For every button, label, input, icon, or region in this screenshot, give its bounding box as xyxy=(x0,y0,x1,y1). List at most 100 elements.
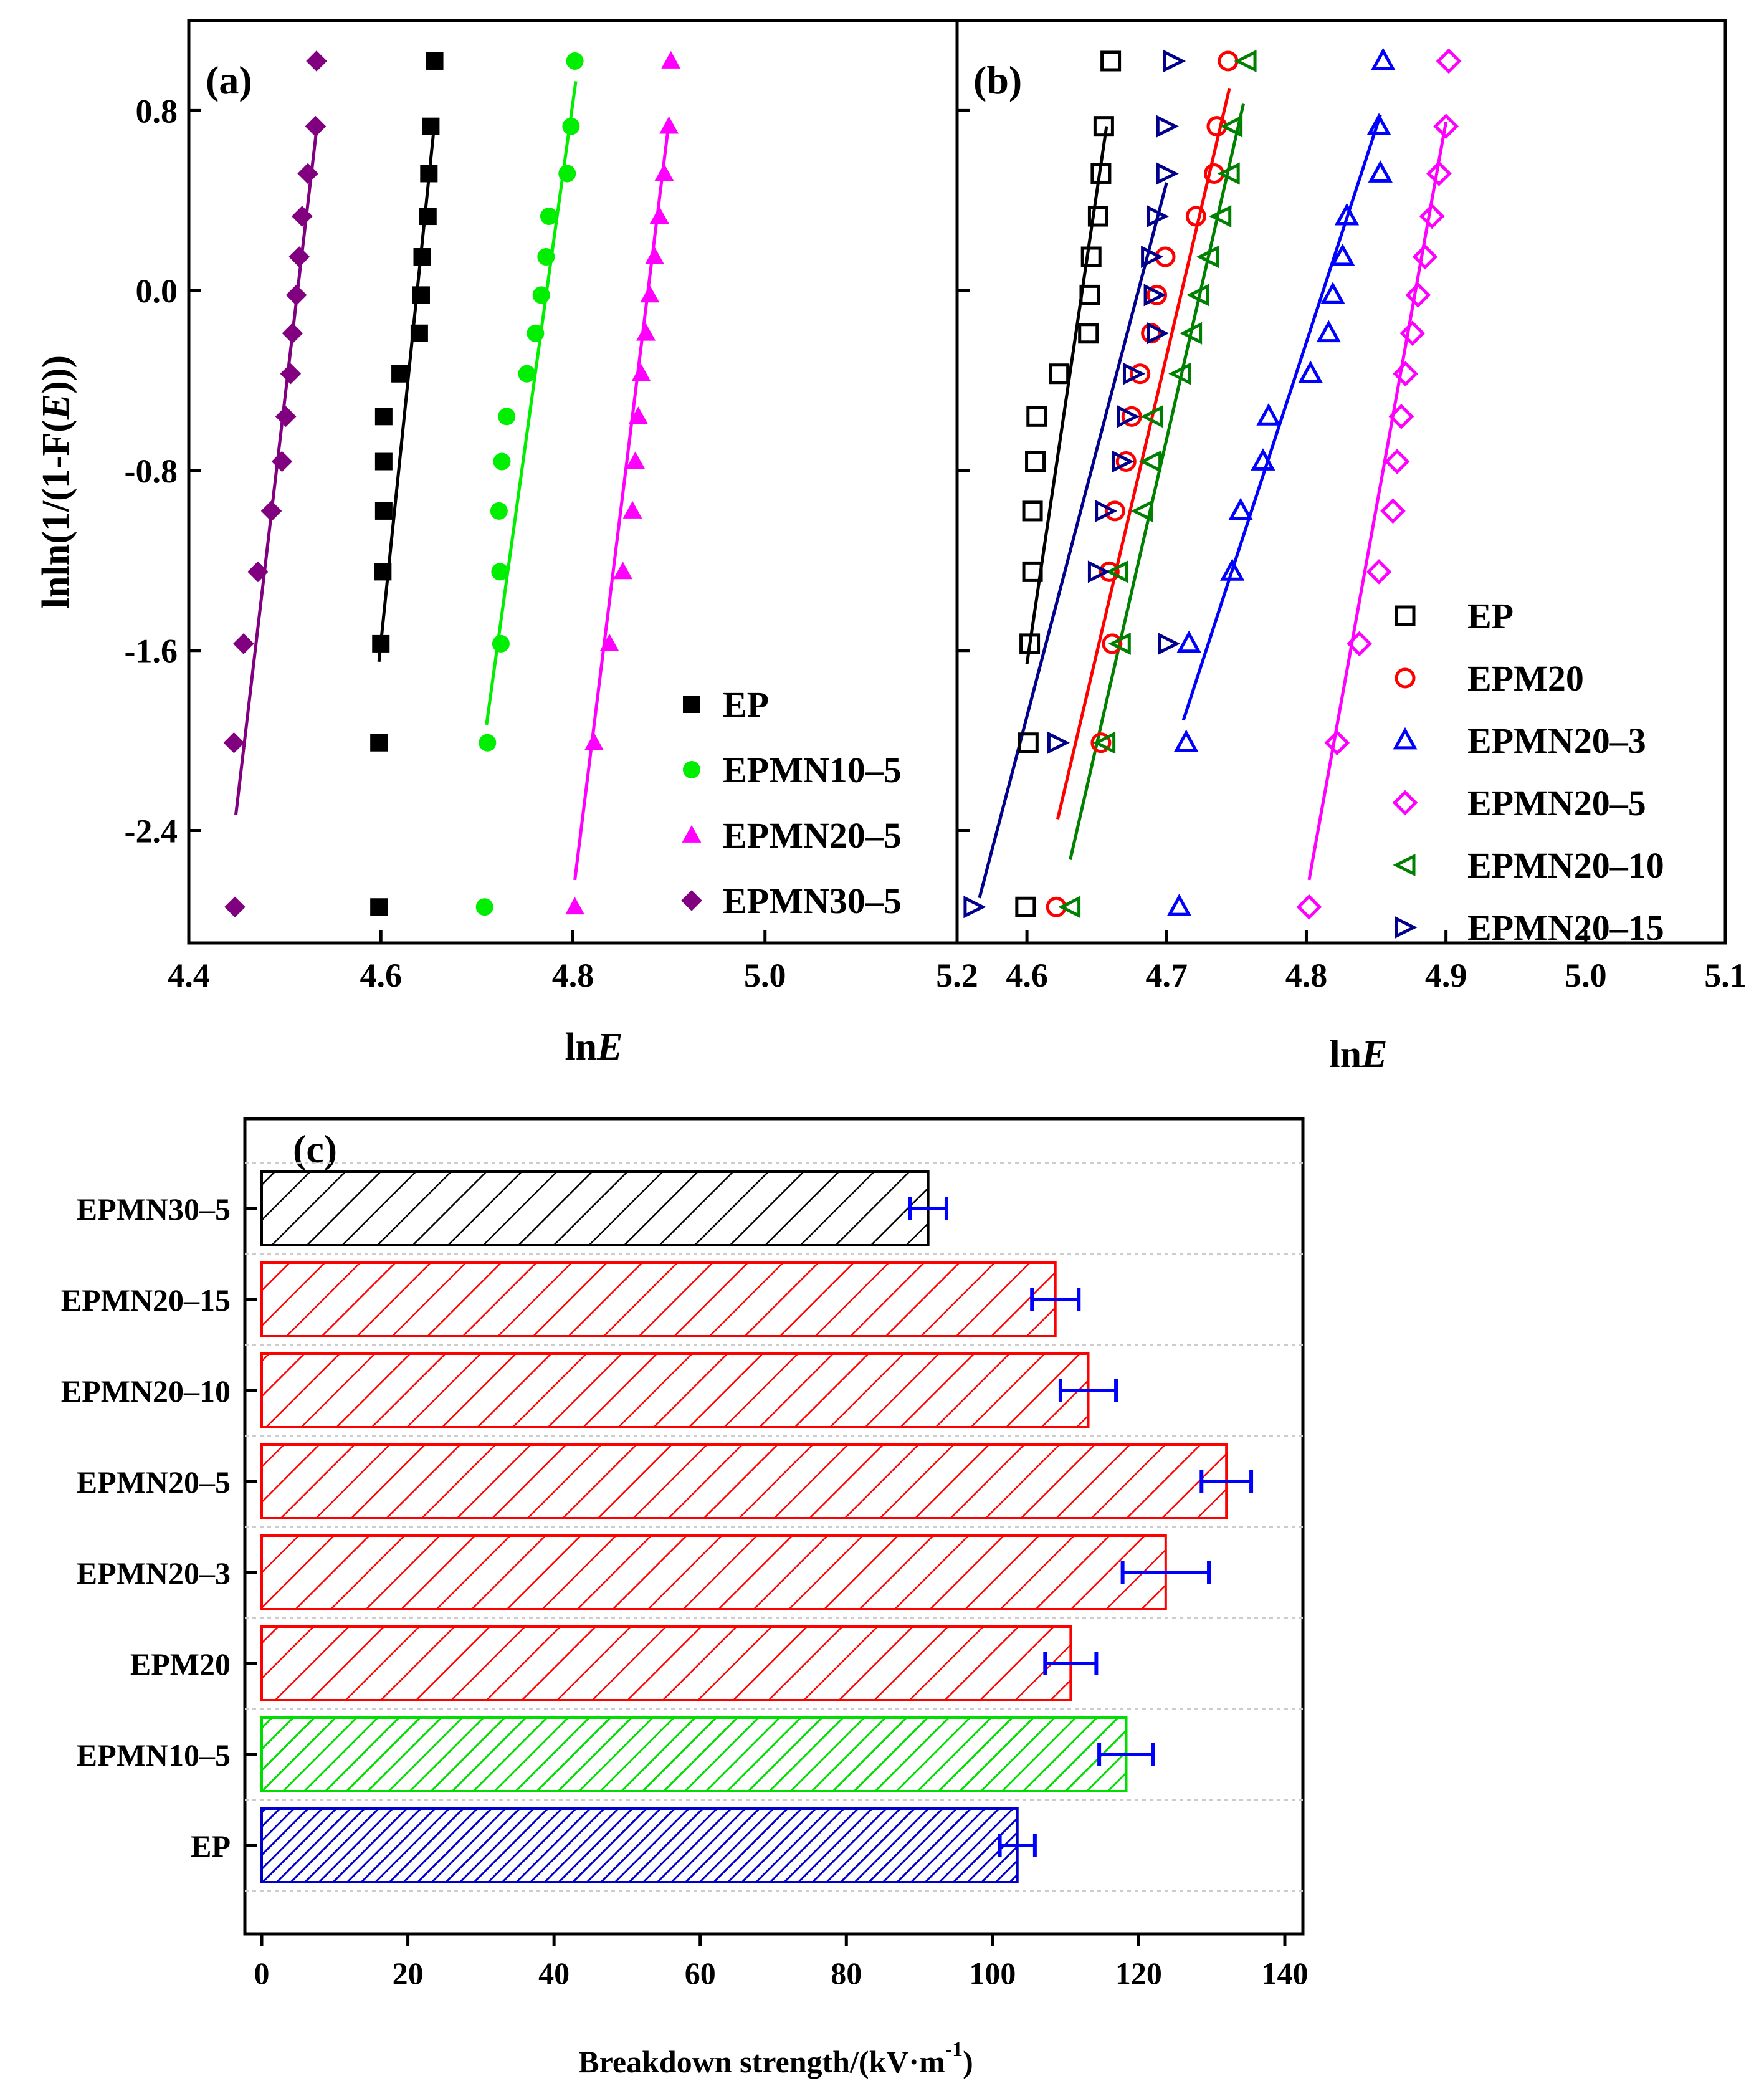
point-epmn20-15 xyxy=(1122,362,1146,385)
point-ep xyxy=(374,408,393,426)
fit-line-epmn20-5 xyxy=(1307,121,1448,881)
point-epmn10-5 xyxy=(490,502,508,520)
legend-label-epmn30-5: EPMN30–5 xyxy=(723,881,902,921)
category-label-epmn10-5: EPMN10–5 xyxy=(77,1738,231,1772)
point-epmn20-5 xyxy=(1436,48,1462,74)
point-ep xyxy=(1022,561,1043,582)
point-epmn20-10 xyxy=(1186,284,1209,307)
point-epm20 xyxy=(1099,561,1120,582)
point-epmn10-5 xyxy=(527,324,545,342)
point-ep xyxy=(419,208,437,226)
point-epmn20-5 xyxy=(565,897,584,915)
point-epmn20-5 xyxy=(626,451,646,469)
point-epmn30-5 xyxy=(271,451,293,472)
point-ep xyxy=(1080,246,1102,267)
category-label-epmn20-15: EPMN20–15 xyxy=(61,1283,231,1318)
point-epmn30-5 xyxy=(280,363,302,385)
point-epmn20-5 xyxy=(1366,559,1392,585)
legend-label-epmn20-3: EPMN20–3 xyxy=(1467,720,1646,761)
panel-a-frame xyxy=(187,19,959,945)
panel-a-label: (a) xyxy=(206,58,252,102)
bar-epmn20-10 xyxy=(260,1352,1090,1428)
point-ep xyxy=(374,563,392,581)
point-epmn20-15 xyxy=(1112,450,1135,473)
point-epmn20-5 xyxy=(1399,320,1426,347)
point-epm20 xyxy=(1185,206,1206,227)
x-axis-title-a: lnE xyxy=(565,1026,622,1068)
legend-label-epmn20-5: EPMN20–5 xyxy=(723,815,902,856)
point-epmn20-15 xyxy=(1163,49,1186,73)
point-ep xyxy=(412,286,430,304)
point-epmn20-3 xyxy=(1176,630,1201,653)
point-epmn20-5 xyxy=(1347,631,1372,657)
point-epmn20-5 xyxy=(1380,498,1406,524)
point-epmn20-5 xyxy=(631,363,651,381)
point-epmn20-3 xyxy=(1368,160,1393,183)
legend-marker-epmn10-5 xyxy=(683,761,700,778)
panel-b-label: (b) xyxy=(973,58,1022,102)
point-epmn20-10 xyxy=(1209,205,1232,228)
x-tick-label: 120 xyxy=(1115,1956,1162,1991)
point-epmn20-3 xyxy=(1330,243,1355,266)
x-tick-label: 140 xyxy=(1262,1956,1309,1991)
panel-b-frame xyxy=(955,19,1727,945)
point-epmn10-5 xyxy=(540,208,558,226)
point-epmn20-3 xyxy=(1320,282,1345,304)
point-ep xyxy=(391,365,409,383)
point-epmn10-5 xyxy=(493,452,511,471)
legend-label-ep: EP xyxy=(1467,596,1514,636)
legend-marker-epmn20-15 xyxy=(1395,916,1418,939)
point-epmn30-5 xyxy=(288,246,310,267)
point-epmn10-5 xyxy=(518,365,536,383)
legend-label-ep: EP xyxy=(723,684,769,725)
point-epmn20-3 xyxy=(1174,729,1199,752)
point-ep xyxy=(1100,50,1122,72)
point-epmn20-5 xyxy=(1433,113,1459,139)
point-epmn30-5 xyxy=(285,284,307,306)
point-epm20 xyxy=(1104,500,1125,522)
fit-line-epmn20-15 xyxy=(978,182,1168,899)
point-epmn20-5 xyxy=(659,116,679,134)
point-epmn20-15 xyxy=(1143,284,1166,307)
fit-line-epmn10-5 xyxy=(485,81,578,725)
point-epmn30-5 xyxy=(223,732,245,753)
x-tick-label: 5.2 xyxy=(936,957,978,994)
legend-label-epmn20-15: EPMN20–15 xyxy=(1467,907,1664,948)
point-ep xyxy=(410,324,428,342)
point-epmn10-5 xyxy=(566,52,584,70)
point-epmn30-5 xyxy=(260,500,282,522)
x-tick-label: 4.4 xyxy=(168,957,210,994)
category-label-epm20: EPM20 xyxy=(130,1647,231,1682)
x-tick-label: 4.8 xyxy=(1285,957,1328,994)
point-ep xyxy=(422,117,440,135)
point-epmn20-10 xyxy=(1234,49,1257,73)
point-epmn20-5 xyxy=(1296,894,1322,920)
legend-marker-ep xyxy=(683,696,700,713)
point-ep xyxy=(1025,451,1046,472)
point-epmn20-10 xyxy=(1093,731,1116,754)
point-epmn20-10 xyxy=(1140,405,1163,428)
point-ep xyxy=(1019,633,1041,654)
point-epmn20-3 xyxy=(1220,558,1245,581)
point-epm20 xyxy=(1115,451,1137,472)
x-tick-label: 4.6 xyxy=(1006,957,1048,994)
x-axis-title-b: lnE xyxy=(1329,1033,1387,1076)
x-tick-label: 4.9 xyxy=(1425,957,1467,994)
x-tick-label: 4.7 xyxy=(1146,957,1188,994)
point-epmn10-5 xyxy=(537,248,555,266)
point-ep xyxy=(1093,116,1114,137)
point-epmn20-5 xyxy=(613,562,633,580)
point-ep xyxy=(1049,363,1070,385)
x-axis-title-c: Breakdown strength/(kV·m-1) xyxy=(578,2038,973,2079)
point-ep xyxy=(1078,323,1099,344)
point-epmn30-5 xyxy=(305,115,327,137)
bar-epmn10-5 xyxy=(260,1716,1128,1792)
point-ep xyxy=(1022,500,1043,522)
point-epmn20-5 xyxy=(584,732,604,750)
point-epmn20-5 xyxy=(649,206,669,224)
point-epmn20-3 xyxy=(1298,360,1323,383)
x-tick-label: 5.1 xyxy=(1704,957,1747,994)
y-tick-label: -0.8 xyxy=(125,452,178,490)
legend-label-epmn20-10: EPMN20–10 xyxy=(1467,845,1664,886)
point-epmn20-15 xyxy=(1117,405,1140,428)
